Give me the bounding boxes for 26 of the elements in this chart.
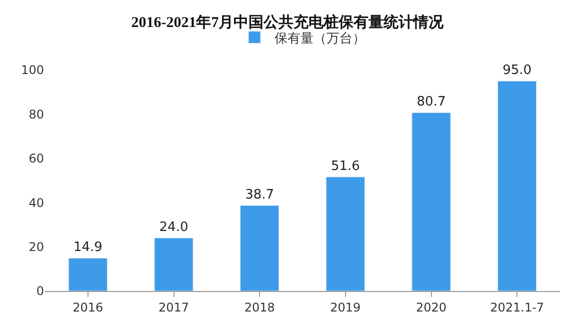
x-tick-label: 2020 (416, 300, 447, 314)
x-tick-label: 2019 (330, 300, 361, 314)
data-label: 14.9 (73, 240, 102, 256)
x-tick-label: 2017 (158, 300, 190, 314)
bar (154, 238, 194, 291)
y-tick-label: 100 (21, 63, 44, 78)
data-label: 95.0 (502, 63, 532, 78)
bar (498, 80, 537, 291)
data-label: 24.0 (159, 220, 188, 235)
bar (326, 176, 365, 291)
bar (68, 258, 108, 291)
x-tick-label: 2021.1-7 (490, 300, 544, 314)
data-label: 38.7 (245, 187, 274, 202)
chart-title: 2016-2021年7月中国公共充电桩保有量统计情况 (131, 12, 445, 31)
x-tick-label: 2016 (72, 300, 104, 314)
bar (412, 112, 451, 291)
y-tick-label: 20 (28, 240, 44, 254)
y-tick-label: 0 (36, 284, 44, 298)
data-label: 80.7 (416, 94, 446, 110)
y-tick-label: 80 (28, 107, 44, 122)
x-tick-label: 2018 (244, 300, 275, 314)
y-tick-label: 60 (28, 152, 44, 166)
data-label: 51.6 (330, 158, 360, 174)
legend-label: 保有量（万台） (274, 31, 366, 46)
y-tick-label: 40 (28, 196, 44, 210)
bar (240, 205, 280, 291)
